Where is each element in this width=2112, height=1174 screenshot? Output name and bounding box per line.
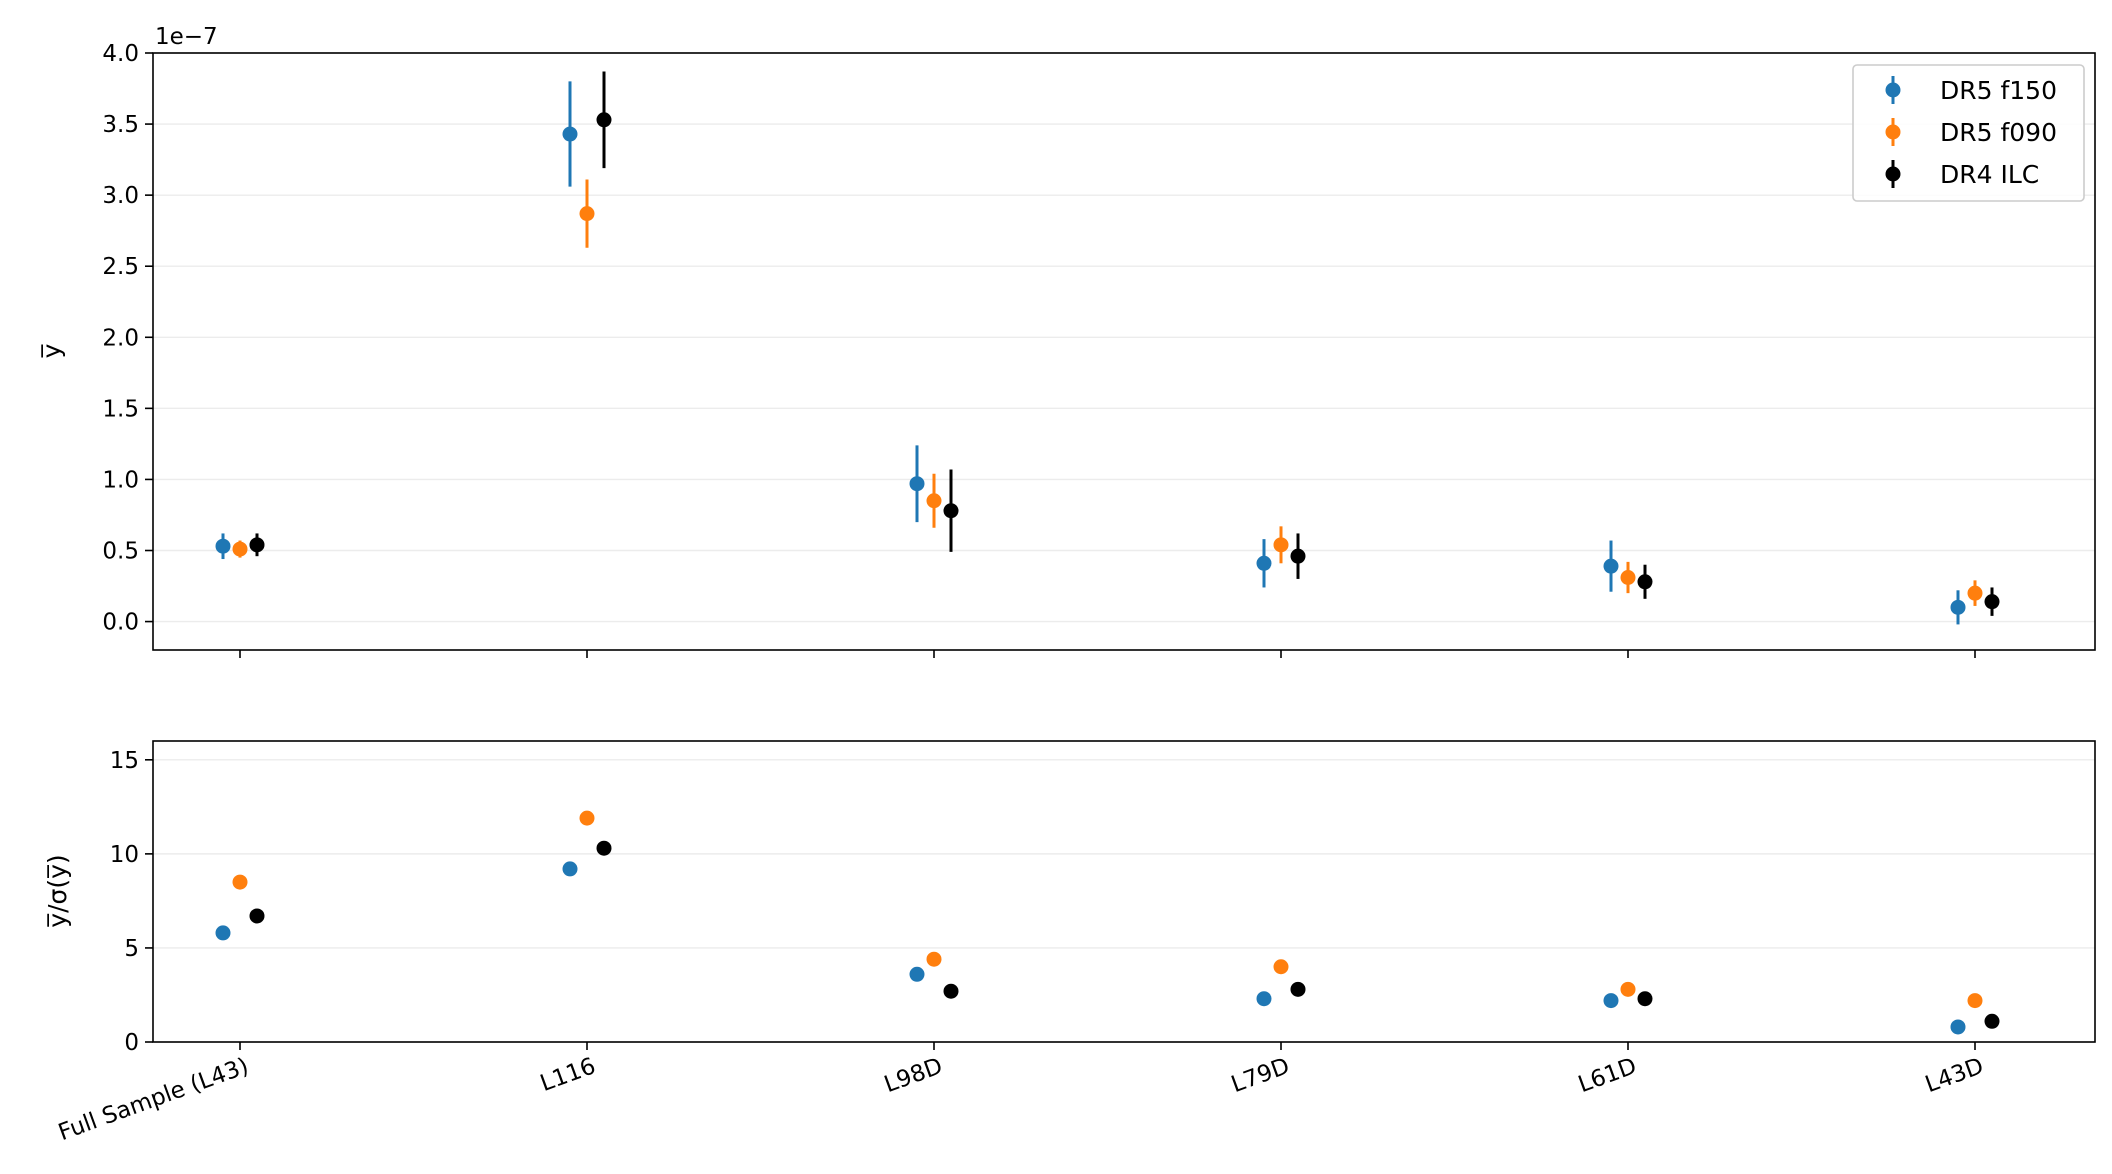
- legend-label: DR5 f090: [1940, 118, 2057, 147]
- top-data-point: [943, 503, 959, 519]
- top-data-point: [1603, 558, 1619, 574]
- top-data-marks: [215, 71, 2000, 625]
- top-y-ticks: 0.0 0.5 1.0 1.5 2.0 2.5 3.0 3.5 4.0: [102, 41, 153, 636]
- bottom-data-point: [1620, 981, 1636, 997]
- top-data-point: [232, 541, 248, 557]
- bottom-y-tick-label: 15: [110, 748, 139, 774]
- top-y-tick-label: 4.0: [102, 41, 139, 67]
- top-y-tick-label: 3.5: [102, 112, 139, 138]
- top-data-point: [1273, 537, 1289, 553]
- bottom-panel: 0 5 10 15 y̅/σ(y̅) Full Sample (L43) L116 L98…: [43, 650, 2096, 1146]
- top-data-point: [1256, 555, 1272, 571]
- x-tick-label: L43D: [1922, 1053, 1987, 1098]
- bottom-axes-frame: [152, 740, 2096, 1043]
- x-tick-label: L79D: [1228, 1053, 1293, 1098]
- bottom-data-marks: [215, 810, 2000, 1035]
- x-ticks: Full Sample (L43) L116 L98D L79D L61D L43D: [55, 650, 1987, 1146]
- bottom-y-axis-label: y̅/σ(y̅): [43, 854, 72, 927]
- top-panel: 0.0 0.5 1.0 1.5 2.0 2.5 3.0 3.5 4.0 1e−7 y̅ DR5 …: [37, 24, 2096, 651]
- top-y-tick-label: 1.5: [102, 396, 139, 422]
- x-tick-label: L116: [537, 1053, 599, 1097]
- top-data-point: [909, 476, 925, 492]
- bottom-grid: [153, 759, 2095, 1043]
- top-data-point: [249, 537, 265, 553]
- legend-marker: [1885, 166, 1901, 182]
- bottom-data-point: [215, 925, 231, 941]
- bottom-data-point: [1950, 1019, 1966, 1035]
- legend-marker: [1885, 124, 1901, 140]
- bottom-y-ticks: 0 5 10 15: [110, 748, 153, 1056]
- legend-label: DR5 f150: [1940, 76, 2057, 105]
- bottom-data-point: [1984, 1013, 2000, 1029]
- legend-marker: [1885, 82, 1901, 98]
- bottom-data-point: [596, 840, 612, 856]
- bottom-y-tick-label: 5: [124, 936, 139, 962]
- top-y-tick-label: 2.5: [102, 254, 139, 280]
- bottom-data-point: [232, 874, 248, 890]
- top-y-tick-label: 2.0: [102, 325, 139, 351]
- bottom-data-point: [579, 810, 595, 826]
- bottom-data-point: [562, 861, 578, 877]
- bottom-data-point: [909, 966, 925, 982]
- bottom-y-tick-label: 0: [124, 1030, 139, 1056]
- x-tick-label: L98D: [881, 1053, 946, 1098]
- legend-label: DR4 ILC: [1940, 160, 2039, 189]
- bottom-data-point: [1967, 993, 1983, 1009]
- x-tick-label: L61D: [1575, 1053, 1640, 1098]
- top-y-offset-label: 1e−7: [155, 24, 218, 50]
- top-y-axis-label: y̅: [37, 343, 66, 358]
- top-data-point: [1637, 574, 1653, 590]
- bottom-y-tick-label: 10: [110, 842, 139, 868]
- top-data-point: [215, 538, 231, 554]
- top-data-point: [926, 493, 942, 509]
- top-y-tick-label: 1.0: [102, 467, 139, 493]
- legend-box: [1852, 64, 2085, 202]
- top-y-tick-label: 0.0: [102, 610, 139, 636]
- top-grid: [153, 52, 2095, 623]
- bottom-data-point: [1603, 993, 1619, 1009]
- top-data-point: [596, 112, 612, 128]
- top-data-point: [579, 206, 595, 222]
- top-axes-frame: [152, 52, 2096, 651]
- top-data-point: [1620, 570, 1636, 586]
- bottom-data-point: [926, 951, 942, 967]
- legend: DR5 f150 DR5 f090 DR4 ILC: [1852, 64, 2085, 202]
- top-data-point: [1984, 594, 2000, 610]
- top-data-point: [1967, 585, 1983, 601]
- x-tick-label: Full Sample (L43): [55, 1053, 252, 1146]
- top-data-point: [1290, 548, 1306, 564]
- bottom-data-point: [1256, 991, 1272, 1007]
- top-data-point: [562, 126, 578, 142]
- bottom-data-point: [1273, 959, 1289, 975]
- top-y-tick-label: 3.0: [102, 183, 139, 209]
- bottom-data-point: [943, 983, 959, 999]
- bottom-data-point: [1637, 991, 1653, 1007]
- top-y-tick-label: 0.5: [102, 539, 139, 565]
- bottom-data-point: [1290, 981, 1306, 997]
- top-data-point: [1950, 599, 1966, 615]
- bottom-data-point: [249, 908, 265, 924]
